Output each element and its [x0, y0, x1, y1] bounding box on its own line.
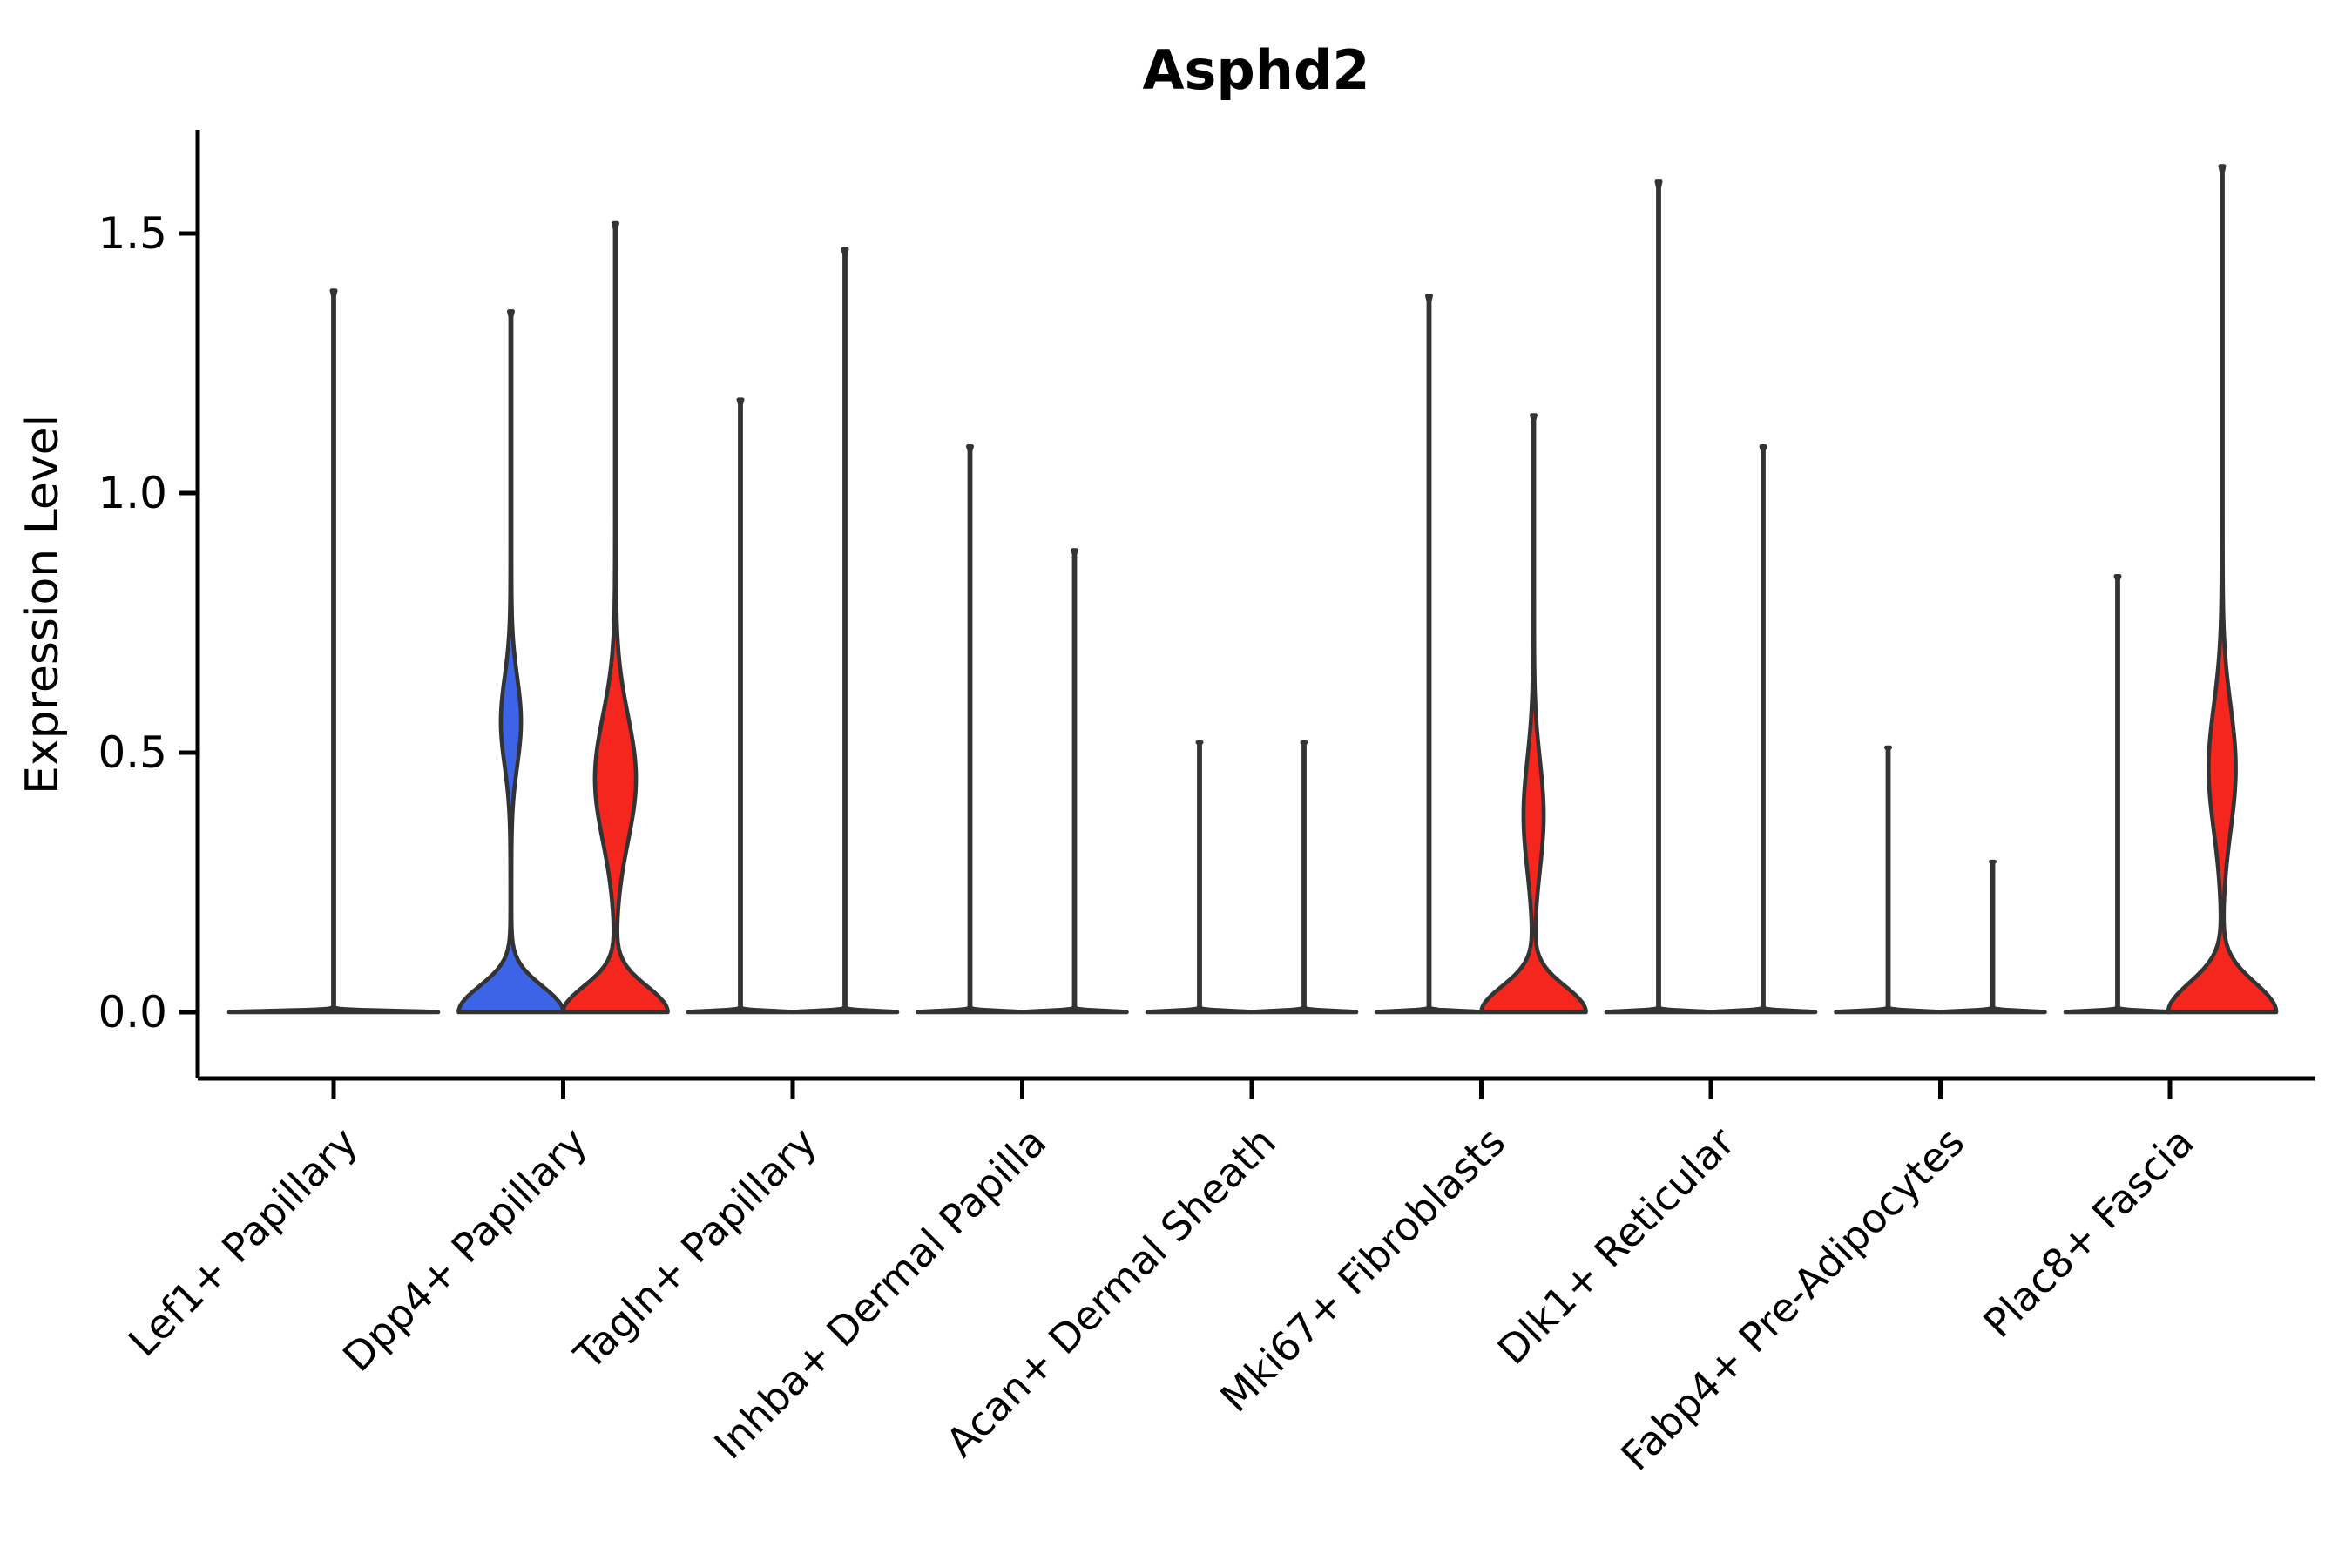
- x-tick-label: Plac8+ Fascia: [1974, 1119, 2202, 1347]
- violin-mki67-fibroblasts-left: [1375, 294, 1484, 1015]
- violin-fabp4-pre-adipocytes-left: [1834, 745, 1943, 1015]
- violin-dlk1-reticular-left: [1604, 179, 1713, 1015]
- violin-plac8-fascia-right: [2166, 164, 2279, 1015]
- violin-dlk1-reticular-right: [1708, 444, 1818, 1015]
- chart-title: Asphd2: [1143, 38, 1370, 102]
- violin-dpp4-papillary-left: [456, 309, 565, 1015]
- violin-mki67-fibroblasts-right: [1479, 413, 1588, 1015]
- x-tick-label: Lef1+ Papillary: [119, 1119, 367, 1366]
- violin-lef1-papillary-center: [226, 288, 441, 1015]
- y-axis-label: Expression Level: [17, 415, 69, 794]
- x-tick-label: Tagln+ Papillary: [564, 1119, 826, 1380]
- violin-acan-dermal-sheath-right: [1249, 740, 1359, 1015]
- violin-acan-dermal-sheath-left: [1145, 740, 1254, 1015]
- violin-inhba-dermal-papilla-left: [916, 444, 1024, 1015]
- x-tick-label: Dlk1+ Reticular: [1489, 1119, 1744, 1374]
- y-tick-label: 0.5: [98, 727, 167, 778]
- y-tick-label: 1.0: [98, 468, 167, 518]
- violin-fabp4-pre-adipocytes-right: [1938, 859, 2047, 1015]
- violin-inhba-dermal-papilla-right: [1020, 548, 1129, 1015]
- y-tick-label: 1.5: [98, 208, 167, 259]
- x-tick-label: Dpp4+ Papillary: [334, 1119, 596, 1381]
- violin-dpp4-papillary-right: [561, 220, 670, 1015]
- violin-plac8-fascia-left: [2063, 574, 2173, 1015]
- violin-tagln-papillary-left: [686, 397, 795, 1015]
- y-tick-label: 0.0: [98, 987, 167, 1037]
- violin-tagln-papillary-right: [790, 247, 900, 1015]
